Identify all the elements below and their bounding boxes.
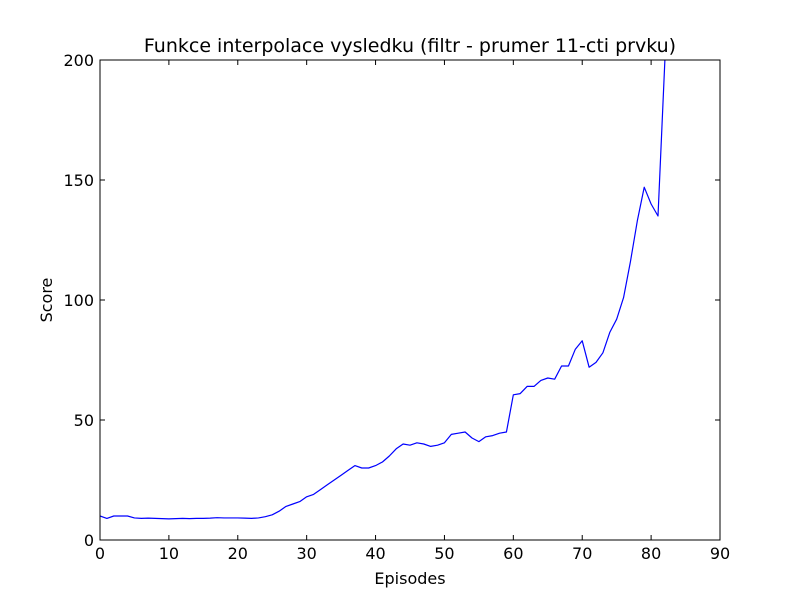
x-tick-label: 80 xyxy=(641,544,661,563)
axis-ticks: 0 10 20 30 40 50 60 70 80 90 0 50 100 150 200 xyxy=(63,51,730,563)
x-tick-label: 60 xyxy=(503,544,523,563)
plot-content xyxy=(100,60,666,520)
y-tick-label: 200 xyxy=(63,51,94,70)
y-axis-label: Score xyxy=(37,278,56,323)
series-line-0 xyxy=(100,60,666,520)
y-tick-label: 150 xyxy=(63,171,94,190)
x-axis-label: Episodes xyxy=(374,569,445,588)
y-tick-label: 0 xyxy=(84,531,94,550)
x-tick-label: 30 xyxy=(296,544,316,563)
x-tick-label: 40 xyxy=(365,544,385,563)
x-tick-label: 50 xyxy=(434,544,454,563)
x-tick-label: 10 xyxy=(159,544,179,563)
x-tick-label: 70 xyxy=(572,544,592,563)
x-tick-label: 20 xyxy=(228,544,248,563)
x-tick-label: 90 xyxy=(710,544,730,563)
y-tick-label: 50 xyxy=(74,411,94,430)
y-tick-label: 100 xyxy=(63,291,94,310)
x-tick-label: 0 xyxy=(95,544,105,563)
chart-title: Funkce interpolace vysledku (filtr - pru… xyxy=(144,35,676,57)
